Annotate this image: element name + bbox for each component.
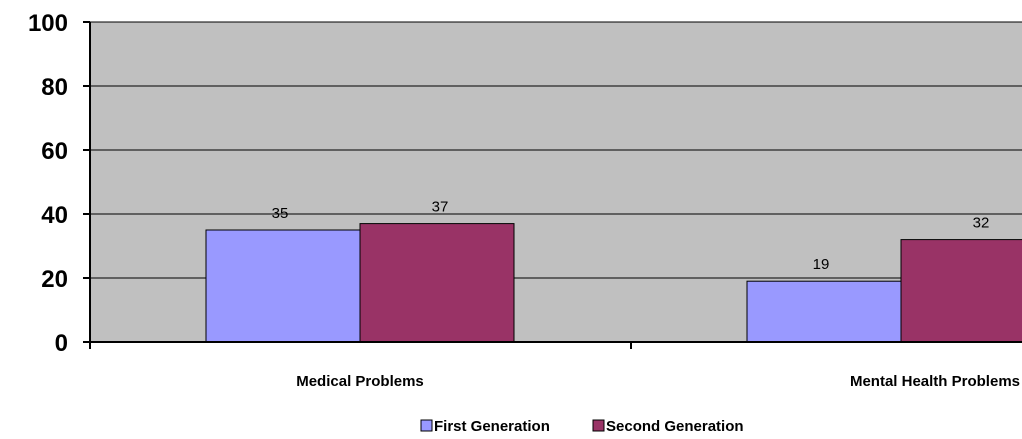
data-label: 37: [432, 199, 449, 216]
legend-swatch: [420, 419, 433, 432]
y-tick-label: 20: [41, 266, 68, 293]
category-label: Medical Problems: [296, 373, 424, 390]
bar: [746, 280, 902, 343]
y-tick-label: 40: [41, 202, 68, 229]
bar: [900, 239, 1022, 343]
data-label: 35: [272, 205, 289, 222]
y-tick-labels: 0 20 40 60 80 100: [28, 10, 68, 357]
legend: First Generation Second Generation: [420, 418, 744, 435]
legend-swatch: [592, 419, 605, 432]
y-tick-label: 80: [41, 74, 68, 101]
category-label: Mental Health Problems: [850, 373, 1020, 390]
bars: [205, 223, 1022, 343]
legend-label: First Generation: [434, 418, 550, 435]
y-tick-label: 100: [28, 10, 68, 37]
bar: [205, 229, 361, 343]
category-labels: Medical Problems Mental Health Problems: [296, 373, 1020, 390]
y-tick-label: 60: [41, 138, 68, 165]
data-label: 19: [813, 256, 830, 273]
legend-label: Second Generation: [606, 418, 744, 435]
bar: [359, 223, 515, 343]
y-tick-label: 0: [55, 330, 68, 357]
axes: [83, 21, 1022, 349]
data-label: 32: [973, 215, 990, 232]
data-labels: 35 37 19 32: [272, 199, 990, 274]
